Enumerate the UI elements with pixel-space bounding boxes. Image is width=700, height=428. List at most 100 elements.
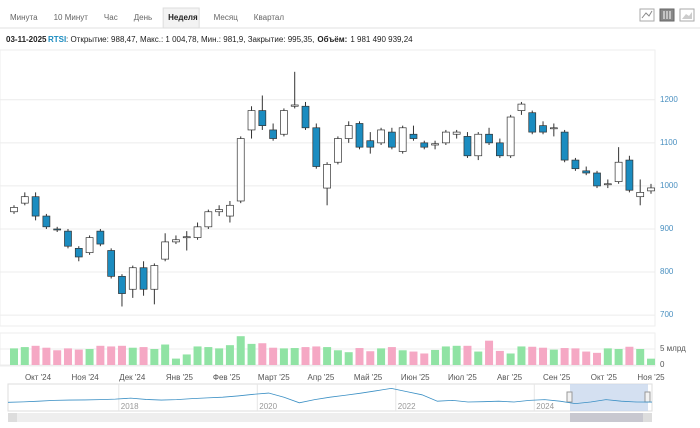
volume-bar	[636, 349, 645, 365]
volume-bar	[441, 346, 450, 365]
candle-body	[334, 138, 342, 163]
volume-bar	[20, 347, 29, 365]
navigator	[7, 383, 653, 412]
scroll-right[interactable]	[643, 413, 652, 422]
volume-bar	[53, 350, 62, 365]
volume-bar	[301, 347, 310, 365]
candle-body	[377, 129, 385, 144]
handle-left[interactable]	[566, 391, 573, 403]
volume-bar	[420, 353, 429, 365]
icon-line[interactable]	[639, 8, 655, 22]
volume-bar	[31, 345, 40, 365]
tab[interactable]: Неделя	[168, 13, 198, 22]
volume-bar	[85, 349, 94, 365]
volume-bar	[539, 347, 548, 365]
tab[interactable]: Минута	[10, 13, 38, 22]
volume-bar	[355, 348, 364, 365]
volume-bar	[63, 348, 72, 365]
volume-bar	[323, 347, 332, 365]
x-tick-label: 2024	[536, 402, 554, 411]
volume-bar	[333, 350, 342, 365]
y-tick-label: 0	[660, 360, 665, 369]
x-tick-label: Ноя '24	[72, 373, 100, 382]
tab[interactable]: Месяц	[214, 13, 239, 22]
navigator-line	[7, 387, 653, 405]
volume-bar	[215, 348, 224, 365]
candle-body	[625, 159, 634, 191]
info-ticker: RTSI	[48, 35, 66, 44]
x-tick-label: 2020	[259, 402, 277, 411]
volume-bar	[377, 348, 386, 365]
volume-bar	[431, 349, 440, 365]
candle-body	[53, 228, 62, 231]
volume-bar	[549, 349, 558, 365]
x-tick-label: Авг '25	[497, 373, 523, 382]
candle-body	[150, 265, 159, 290]
y-tick-label: 1000	[660, 181, 678, 190]
price-pane	[0, 49, 656, 327]
volume-bar	[150, 349, 159, 365]
info-text: : Открытие: 988,47, Макс.: 1 004,78, Мин…	[66, 35, 314, 44]
candle-body	[74, 248, 83, 258]
candle-body	[312, 127, 321, 167]
candle-body	[485, 133, 493, 144]
x-tick-label: Янв '25	[166, 373, 194, 382]
candle-body	[128, 267, 137, 290]
candle-body	[85, 237, 94, 254]
volume-bar	[247, 343, 256, 365]
x-tick-label: Июн '25	[401, 373, 430, 382]
candle-body	[442, 131, 450, 144]
volume-bar	[452, 345, 461, 365]
y-tick-label: 1100	[660, 138, 678, 147]
candle-body	[398, 127, 407, 152]
candle-body	[323, 164, 331, 189]
volume-bar	[279, 348, 288, 365]
tab[interactable]: День	[134, 13, 152, 22]
volume-bar	[258, 343, 267, 365]
candle-body	[118, 275, 126, 294]
candle-body	[647, 187, 655, 192]
candle-body	[42, 215, 51, 228]
candle-body	[64, 230, 72, 247]
tab[interactable]: Квартал	[254, 13, 285, 22]
tab-active-bg	[162, 7, 200, 29]
x-tick-label: Фев '25	[213, 373, 241, 382]
volume-bar	[366, 351, 375, 365]
tab[interactable]: Час	[104, 13, 118, 22]
handle-right[interactable]	[644, 391, 651, 403]
volume-bar	[42, 347, 51, 365]
tab[interactable]: 10 Минут	[54, 13, 89, 22]
volume-bar	[171, 358, 180, 365]
candle-body	[528, 112, 537, 133]
info-volume-value: 1 981 490 939,24	[350, 35, 413, 44]
scroll-left[interactable]	[8, 413, 17, 422]
candle-body	[560, 131, 569, 161]
scrollbar-thumb[interactable]	[570, 413, 648, 422]
volume-bar	[463, 345, 472, 365]
candle-body	[517, 103, 526, 111]
volume-bar	[269, 347, 278, 365]
candle-body	[226, 204, 234, 217]
candle-body	[161, 241, 170, 260]
navigator-selection[interactable]	[570, 384, 648, 411]
candle-body	[139, 267, 148, 290]
candle-body	[549, 127, 558, 130]
y-tick-label: 900	[660, 224, 674, 233]
volume-bar	[10, 348, 18, 365]
scrollbar	[8, 413, 652, 422]
y-tick-label: 5 млрд	[660, 344, 686, 353]
candle-body	[236, 138, 245, 202]
candle-body	[20, 196, 29, 204]
volume-bar	[485, 340, 494, 365]
toolbar-icons	[639, 8, 695, 22]
volume-bar	[593, 352, 602, 365]
x-tick-label: Окт '24	[25, 373, 52, 382]
volume-bar	[582, 351, 591, 365]
volume-bar	[117, 345, 126, 365]
volume-bar	[128, 347, 137, 365]
candle-body	[463, 136, 472, 157]
y-tick-label: 800	[660, 267, 674, 276]
volume-bar	[312, 346, 321, 365]
volume-bar	[506, 353, 515, 365]
